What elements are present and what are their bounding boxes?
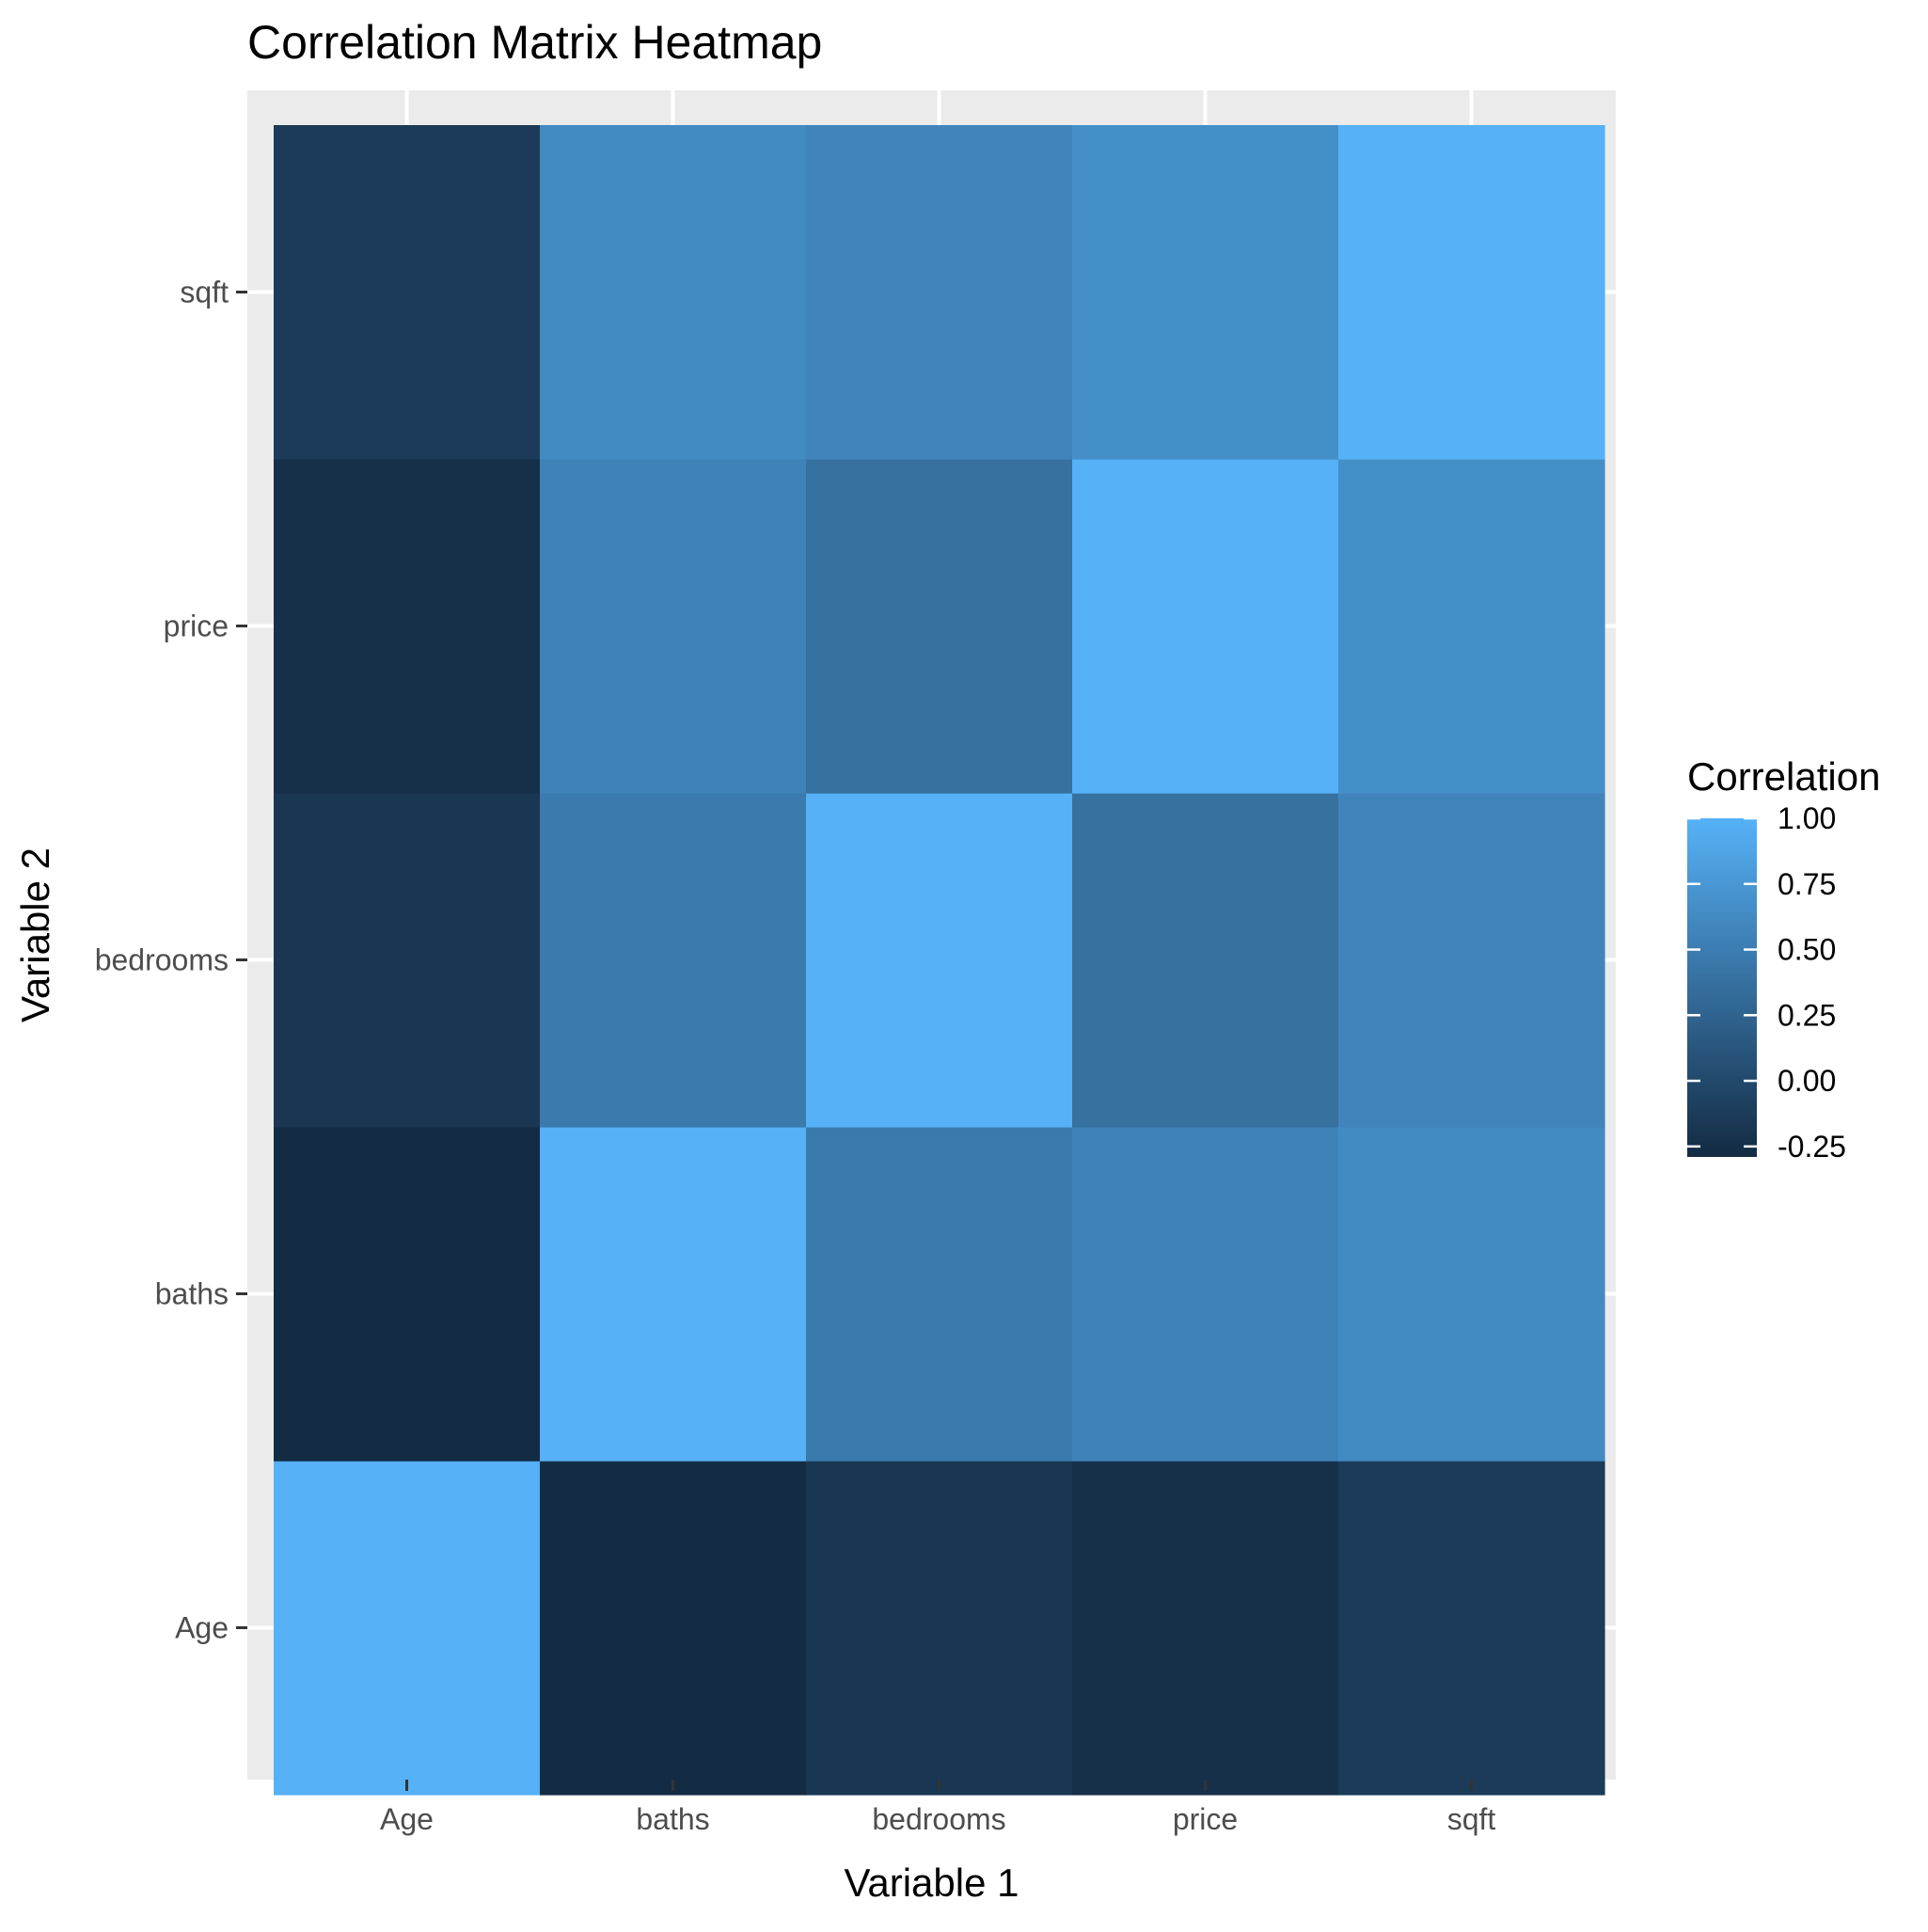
heatmap-cell [806, 125, 1073, 460]
x-tick-label: bedrooms [872, 1802, 1005, 1836]
heatmap-cell [274, 1127, 541, 1462]
legend-tick-label: 0.25 [1778, 998, 1836, 1032]
heatmap-cell [274, 459, 541, 794]
y-tick-label: sqft [180, 276, 229, 309]
legend-tick-label: 0.00 [1778, 1064, 1836, 1098]
heatmap-cell [274, 793, 541, 1128]
y-tick-label: bedrooms [95, 943, 229, 977]
heatmap-cell [540, 125, 807, 460]
heatmap-cell [806, 1127, 1073, 1462]
heatmap-cell [1338, 459, 1605, 794]
heatmap-cell [1072, 459, 1339, 794]
heatmap-cells [274, 125, 1605, 1796]
heatmap-cell [274, 1461, 541, 1796]
x-axis: Age baths bedrooms price sqft [380, 1780, 1495, 1836]
legend-tick-label: 0.75 [1778, 867, 1836, 901]
x-tick-label: sqft [1447, 1802, 1496, 1836]
heatmap-cell [1338, 1127, 1605, 1462]
y-axis-title: Variable 2 [13, 847, 57, 1022]
x-tick-label: baths [636, 1802, 709, 1836]
heatmap-cell [1072, 1461, 1339, 1796]
legend-tick-label: 1.00 [1778, 801, 1836, 835]
chart-title: Correlation Matrix Heatmap [247, 16, 822, 69]
y-tick-label: baths [155, 1277, 229, 1311]
legend-ticks: 1.00 0.75 0.50 0.25 0.00 -0.25 [1687, 801, 1846, 1164]
heatmap-cell [806, 793, 1073, 1128]
legend-tick-label: -0.25 [1778, 1130, 1846, 1164]
heatmap-cell [540, 1127, 807, 1462]
y-tick-label: Age [175, 1611, 229, 1645]
heatmap-cell [1338, 793, 1605, 1128]
legend-colorbar [1687, 818, 1757, 1157]
heatmap-cell [806, 459, 1073, 794]
x-tick-label: price [1173, 1802, 1238, 1836]
x-tick-label: Age [380, 1802, 434, 1836]
legend: Correlation 1.00 0.75 0.50 0.25 0.00 -0.25 [1687, 754, 1880, 1164]
y-tick-label: price [164, 610, 229, 643]
legend-title: Correlation [1687, 754, 1880, 799]
heatmap-cell [1338, 1461, 1605, 1796]
heatmap-cell [1338, 125, 1605, 460]
legend-tick-label: 0.50 [1778, 933, 1836, 967]
x-axis-title: Variable 1 [844, 1861, 1019, 1905]
heatmap-cell [1072, 1127, 1339, 1462]
heatmap-cell [1072, 125, 1339, 460]
heatmap-cell [806, 1461, 1073, 1796]
heatmap-cell [540, 459, 807, 794]
heatmap-cell [540, 793, 807, 1128]
heatmap-cell [1072, 793, 1339, 1128]
y-axis: Age baths bedrooms price sqft [95, 276, 247, 1645]
heatmap-cell [274, 125, 541, 460]
heatmap-cell [540, 1461, 807, 1796]
